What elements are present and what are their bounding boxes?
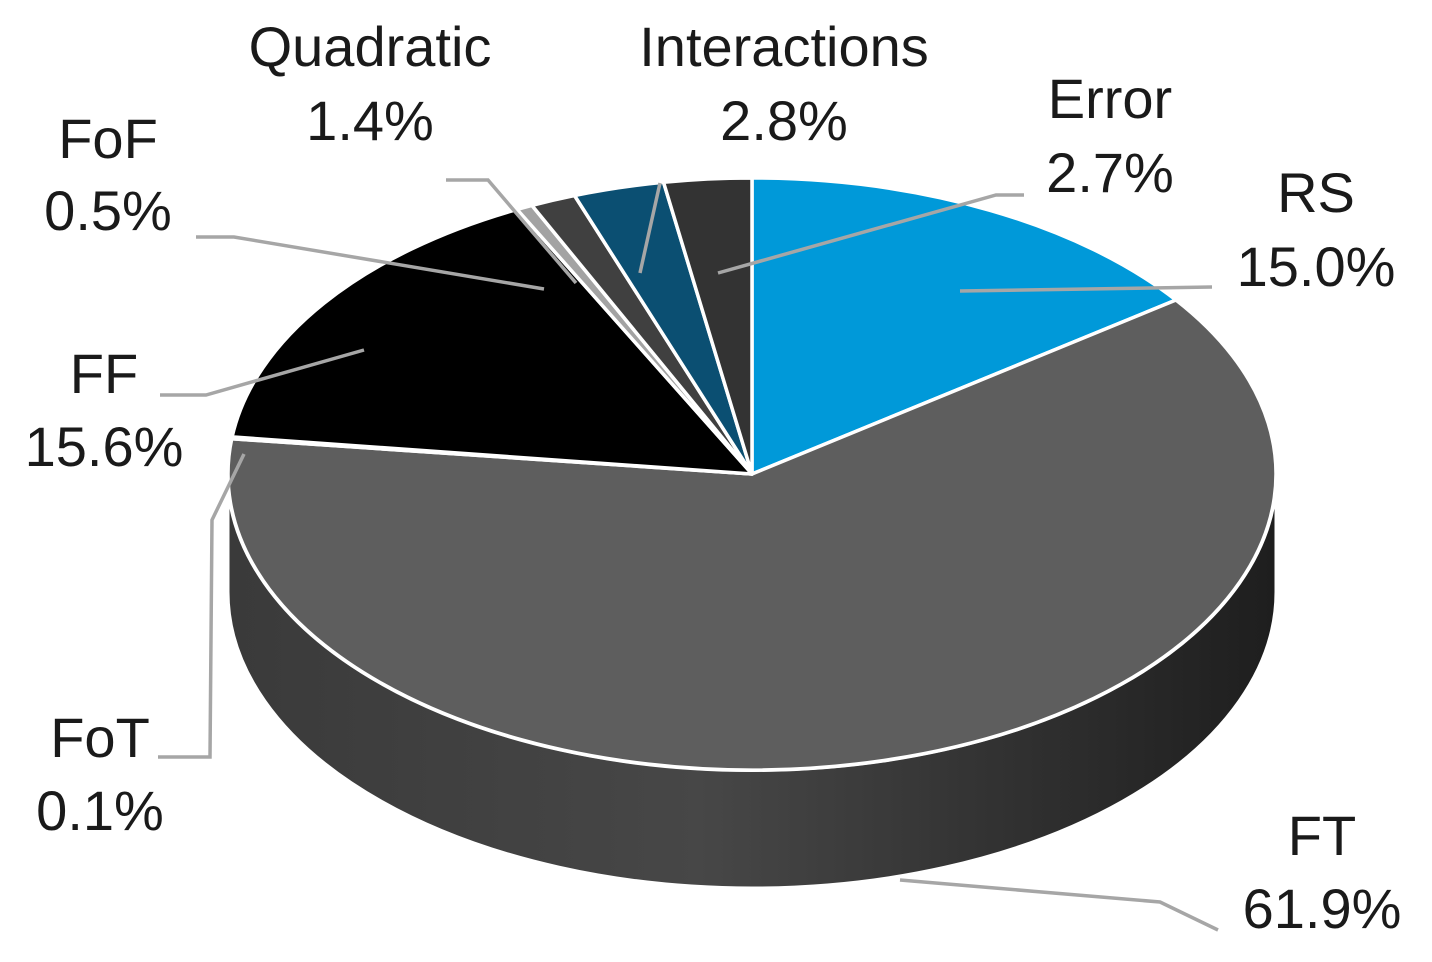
slice-label-fot: FoT bbox=[50, 706, 150, 769]
slice-value-rs: 15.0% bbox=[1237, 235, 1396, 298]
slice-labels: RS 15.0% FT 61.9% FoT 0.1% FF 15.6% FoF 0.5% Quadr… bbox=[25, 15, 1402, 940]
leader-line-fot bbox=[158, 453, 246, 759]
leader-line-quadratic bbox=[446, 178, 578, 285]
leader-line-ft bbox=[899, 878, 1219, 932]
slice-value-ft: 61.9% bbox=[1243, 877, 1402, 940]
leader-lines bbox=[158, 178, 1219, 932]
slice-value-error: 2.7% bbox=[1046, 141, 1174, 204]
slice-label-fof: FoF bbox=[58, 107, 158, 170]
leader-line-error bbox=[717, 193, 1024, 275]
slice-label-quadratic: Quadratic bbox=[249, 15, 492, 78]
slice-label-ft: FT bbox=[1288, 804, 1356, 867]
slice-label-rs: RS bbox=[1277, 161, 1355, 224]
slice-label-error: Error bbox=[1048, 67, 1172, 130]
slice-value-interactions: 2.8% bbox=[720, 89, 848, 152]
pie-slice-rs bbox=[750, 176, 1178, 476]
slice-value-ff: 15.6% bbox=[25, 415, 184, 478]
leader-line-rs bbox=[959, 285, 1213, 293]
slice-label-interactions: Interactions bbox=[639, 15, 929, 78]
leader-line-ff bbox=[160, 348, 365, 397]
pie-slice-error bbox=[661, 176, 754, 476]
pie-slice-ft bbox=[226, 298, 1278, 772]
slice-value-quadratic: 1.4% bbox=[306, 89, 434, 152]
pie-slices bbox=[226, 176, 1278, 772]
leader-line-interactions bbox=[638, 182, 662, 274]
slice-label-ff: FF bbox=[70, 342, 138, 405]
slice-value-fof: 0.5% bbox=[44, 179, 172, 242]
pie-slice-ff bbox=[230, 207, 754, 476]
leader-line-fof bbox=[196, 235, 545, 291]
slice-value-fot: 0.1% bbox=[36, 779, 164, 842]
